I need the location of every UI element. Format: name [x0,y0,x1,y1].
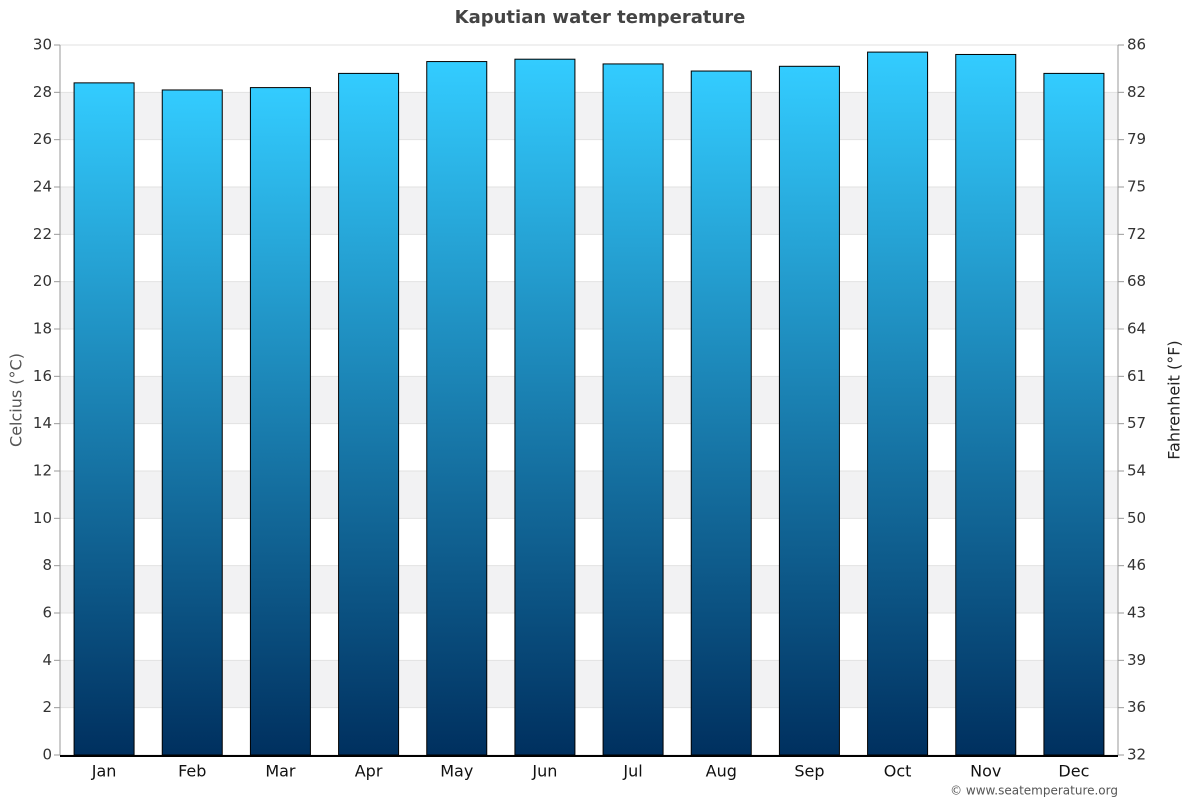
y2-tick-label: 68 [1127,272,1146,290]
x-tick-label: Jan [91,762,117,781]
y-tick-label: 4 [42,651,52,669]
y2-tick-label: 82 [1127,83,1146,101]
y-tick-label: 16 [33,367,52,385]
y-tick-label: 18 [33,320,52,338]
y-tick-label: 10 [33,509,52,527]
y-tick-label: 30 [33,36,52,54]
y-tick-label: 12 [33,462,52,480]
grid-band [60,187,1118,235]
y2-tick-label: 75 [1127,178,1146,196]
grid-band [60,565,1118,613]
grid-band [60,376,1118,424]
x-tick-label: Feb [178,762,206,781]
y2-axis-label: Fahrenheit (°F) [1165,340,1184,459]
grid-band [60,92,1118,140]
x-tick-label: Mar [265,762,296,781]
y-axis-label: Celcius (°C) [7,353,26,447]
y2-tick-label: 54 [1127,462,1146,480]
x-tick-label: Dec [1058,762,1089,781]
y2-tick-label: 86 [1127,36,1146,54]
bar [690,70,752,756]
bar [161,89,223,756]
bar [249,87,311,756]
grid-band [60,471,1118,519]
y2-tick-label: 39 [1127,651,1146,669]
y-tick-label: 20 [33,272,52,290]
y2-tick-label: 43 [1127,604,1146,622]
y2-tick-label: 36 [1127,698,1146,716]
grid-band [60,281,1118,329]
y2-tick-label: 61 [1127,367,1146,385]
y2-tick-label: 46 [1127,556,1146,574]
bar [1043,72,1105,756]
y2-tick-label: 79 [1127,130,1146,148]
y-tick-label: 6 [42,604,52,622]
x-tick-label: Jul [622,762,642,781]
y2-tick-label: 32 [1127,746,1146,764]
y2-tick-label: 50 [1127,509,1146,527]
bar [338,72,400,756]
x-tick-label: Aug [706,762,737,781]
bar [778,65,840,756]
bar [514,58,576,756]
bar [867,51,929,756]
y-tick-label: 22 [33,225,52,243]
y2-tick-label: 72 [1127,225,1146,243]
bar [955,53,1017,756]
y-tick-label: 0 [42,746,52,764]
bar [73,82,135,756]
y2-tick-label: 57 [1127,414,1146,432]
x-tick-label: Oct [884,762,912,781]
grid-bands [60,92,1118,708]
x-tick-label: May [440,762,473,781]
y-tick-label: 24 [33,178,52,196]
y2-tick-label: 64 [1127,320,1146,338]
y-tick-label: 28 [33,83,52,101]
bar [602,63,664,756]
x-tick-label: Sep [794,762,824,781]
x-tick-label: Nov [970,762,1001,781]
bar [426,61,488,756]
grid-band [60,660,1118,708]
y-tick-label: 14 [33,414,52,432]
y-tick-label: 8 [42,556,52,574]
y-tick-label: 2 [42,698,52,716]
credit: © www.seatemperature.org [950,784,1118,798]
x-tick-label: Jun [531,762,557,781]
y-tick-label: 26 [33,130,52,148]
x-tick-label: Apr [355,762,383,781]
chart-title: Kaputian water temperature [455,7,746,28]
